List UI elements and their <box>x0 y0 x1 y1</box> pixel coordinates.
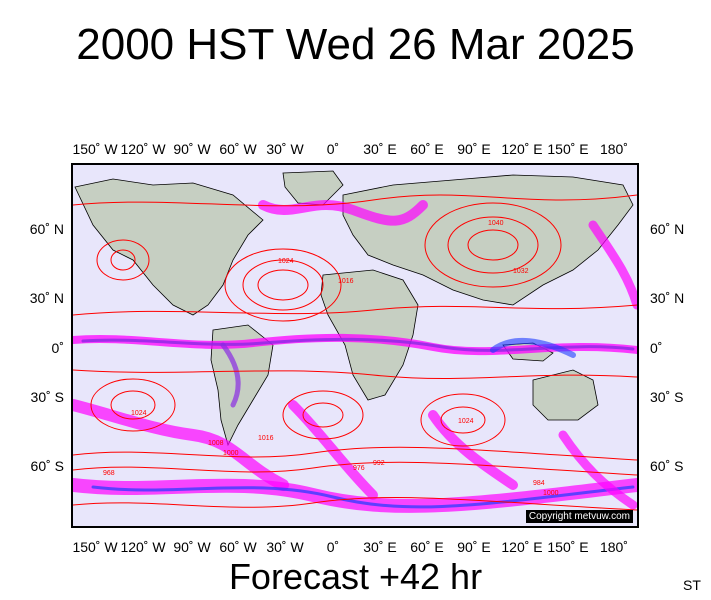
isobar-high-siberia-2 <box>447 216 539 274</box>
isobar-label: 1016 <box>338 278 354 285</box>
precip-band-tropics-core <box>81 337 635 352</box>
lat-label-60n-right: 60˚ N <box>650 221 685 237</box>
isobar-arctic-1 <box>73 194 637 207</box>
lon-label-120e-top: 120˚ E <box>501 141 543 157</box>
isobar-southern-ocean-3 <box>73 496 637 511</box>
lon-label-90e-bottom: 90˚ E <box>457 539 491 555</box>
lon-label-120w-top: 120˚ W <box>120 141 166 157</box>
lon-label-0-bottom: 0˚ <box>326 539 340 555</box>
isobar-high-indian-2 <box>420 393 506 447</box>
lat-label-60s-right: 60˚ S <box>650 458 684 474</box>
north-america-land <box>74 178 264 316</box>
lat-label-0-right: 0˚ <box>650 340 663 356</box>
isobar-southern-ocean-1 <box>73 446 637 461</box>
isobar-label: 976 <box>353 465 365 472</box>
isobar-label: 984 <box>533 480 545 487</box>
isobar-label: 1016 <box>258 435 274 442</box>
lon-label-60e-top: 60˚ E <box>410 141 444 157</box>
map-title: 2000 HST Wed 26 Mar 2025 <box>76 20 635 69</box>
isobar-high-north-atlantic-1 <box>257 269 309 301</box>
isobar-high-south-pacific-1 <box>110 390 156 420</box>
isobar-label: 1032 <box>513 268 529 275</box>
lon-label-120w-bottom: 120˚ W <box>120 539 166 555</box>
isobar-low-north-pacific-1 <box>110 249 136 271</box>
isobar-subtropic-south-1 <box>73 369 637 380</box>
isobar-label: 992 <box>373 460 385 467</box>
isobar-southern-ocean-2 <box>73 461 637 476</box>
lat-label-60s-left: 60˚ S <box>30 458 64 474</box>
isobars <box>73 194 637 511</box>
isobar-label: 1000 <box>543 490 559 497</box>
isobar-label: 1040 <box>488 220 504 227</box>
lat-label-30s-right: 30˚ S <box>650 389 684 405</box>
lon-label-180-bottom: 180˚ <box>599 539 629 555</box>
lon-label-0-top: 0˚ <box>326 141 340 157</box>
lon-label-90w-top: 90˚ W <box>173 141 211 157</box>
precip-band-southern-ocean-core <box>91 485 635 509</box>
lat-label-0-left: 0˚ <box>51 340 64 356</box>
isobar-high-south-pacific-2 <box>90 378 176 432</box>
lat-label-30n-left: 30˚ N <box>29 290 64 306</box>
isobar-subtropic-north-1 <box>73 304 637 316</box>
precip-band-indian-ocean <box>428 410 518 490</box>
isobar-high-north-atlantic-3 <box>224 248 342 322</box>
lon-label-30w-top: 30˚ W <box>266 141 304 157</box>
forecast-label: Forecast +42 hr <box>228 556 483 597</box>
lon-label-150w-top: 150˚ W <box>72 141 118 157</box>
isobar-label: 1000 <box>223 450 239 457</box>
lat-label-30s-left: 30˚ S <box>30 389 64 405</box>
lat-label-30n-right: 30˚ N <box>650 290 685 306</box>
isobar-label: 968 <box>103 470 115 477</box>
isobar-high-siberia-3 <box>424 202 562 288</box>
isobar-labels: 1024 1040 1016 1032 1024 1008 1000 1016 … <box>103 220 559 497</box>
lon-label-60w-top: 60˚ W <box>219 141 257 157</box>
lon-label-30e-bottom: 30˚ E <box>363 539 397 555</box>
isobar-high-south-atlantic-1 <box>302 402 344 428</box>
copyright-notice: Copyright metvuw.com <box>525 510 633 523</box>
lon-label-120e-bottom: 120˚ E <box>501 539 543 555</box>
precip-band-maritime-continent <box>490 337 576 358</box>
isobar-label: 1024 <box>278 258 294 265</box>
precip-band-north-atlantic <box>258 200 428 226</box>
lon-label-150e-top: 150˚ E <box>547 141 589 157</box>
lon-label-30w-bottom: 30˚ W <box>266 539 304 555</box>
corner-label: ST <box>683 577 701 593</box>
isobar-high-siberia-1 <box>467 229 519 261</box>
isobar-high-south-atlantic-2 <box>282 390 364 440</box>
lon-label-60w-bottom: 60˚ W <box>219 539 257 555</box>
precip-band-amazon <box>220 342 241 408</box>
lon-label-60e-bottom: 60˚ E <box>410 539 444 555</box>
isobar-low-north-pacific-2 <box>96 239 150 281</box>
weather-map: 1024 1040 1016 1032 1024 1008 1000 1016 … <box>71 163 639 528</box>
precip-band-south-pacific <box>73 399 289 491</box>
isobar-label: 1024 <box>458 418 474 425</box>
isobar-high-north-atlantic-2 <box>242 259 324 311</box>
lon-label-30e-top: 30˚ E <box>363 141 397 157</box>
lon-label-180-top: 180˚ <box>599 141 629 157</box>
map-canvas: 1024 1040 1016 1032 1024 1008 1000 1016 … <box>73 165 637 526</box>
lon-label-150w-bottom: 150˚ W <box>72 539 118 555</box>
australia-land <box>532 369 599 421</box>
land-masses <box>74 170 634 447</box>
lon-label-90w-bottom: 90˚ W <box>173 539 211 555</box>
isobar-high-indian-1 <box>440 406 486 434</box>
precip-band-tasman <box>558 430 637 510</box>
isobar-label: 1008 <box>208 440 224 447</box>
lon-label-150e-bottom: 150˚ E <box>547 539 589 555</box>
precipitation <box>73 200 637 513</box>
precip-band-north-pacific <box>588 220 637 310</box>
isobar-label: 1024 <box>131 410 147 417</box>
lat-label-60n-left: 60˚ N <box>29 221 64 237</box>
lon-label-90e-top: 90˚ E <box>457 141 491 157</box>
